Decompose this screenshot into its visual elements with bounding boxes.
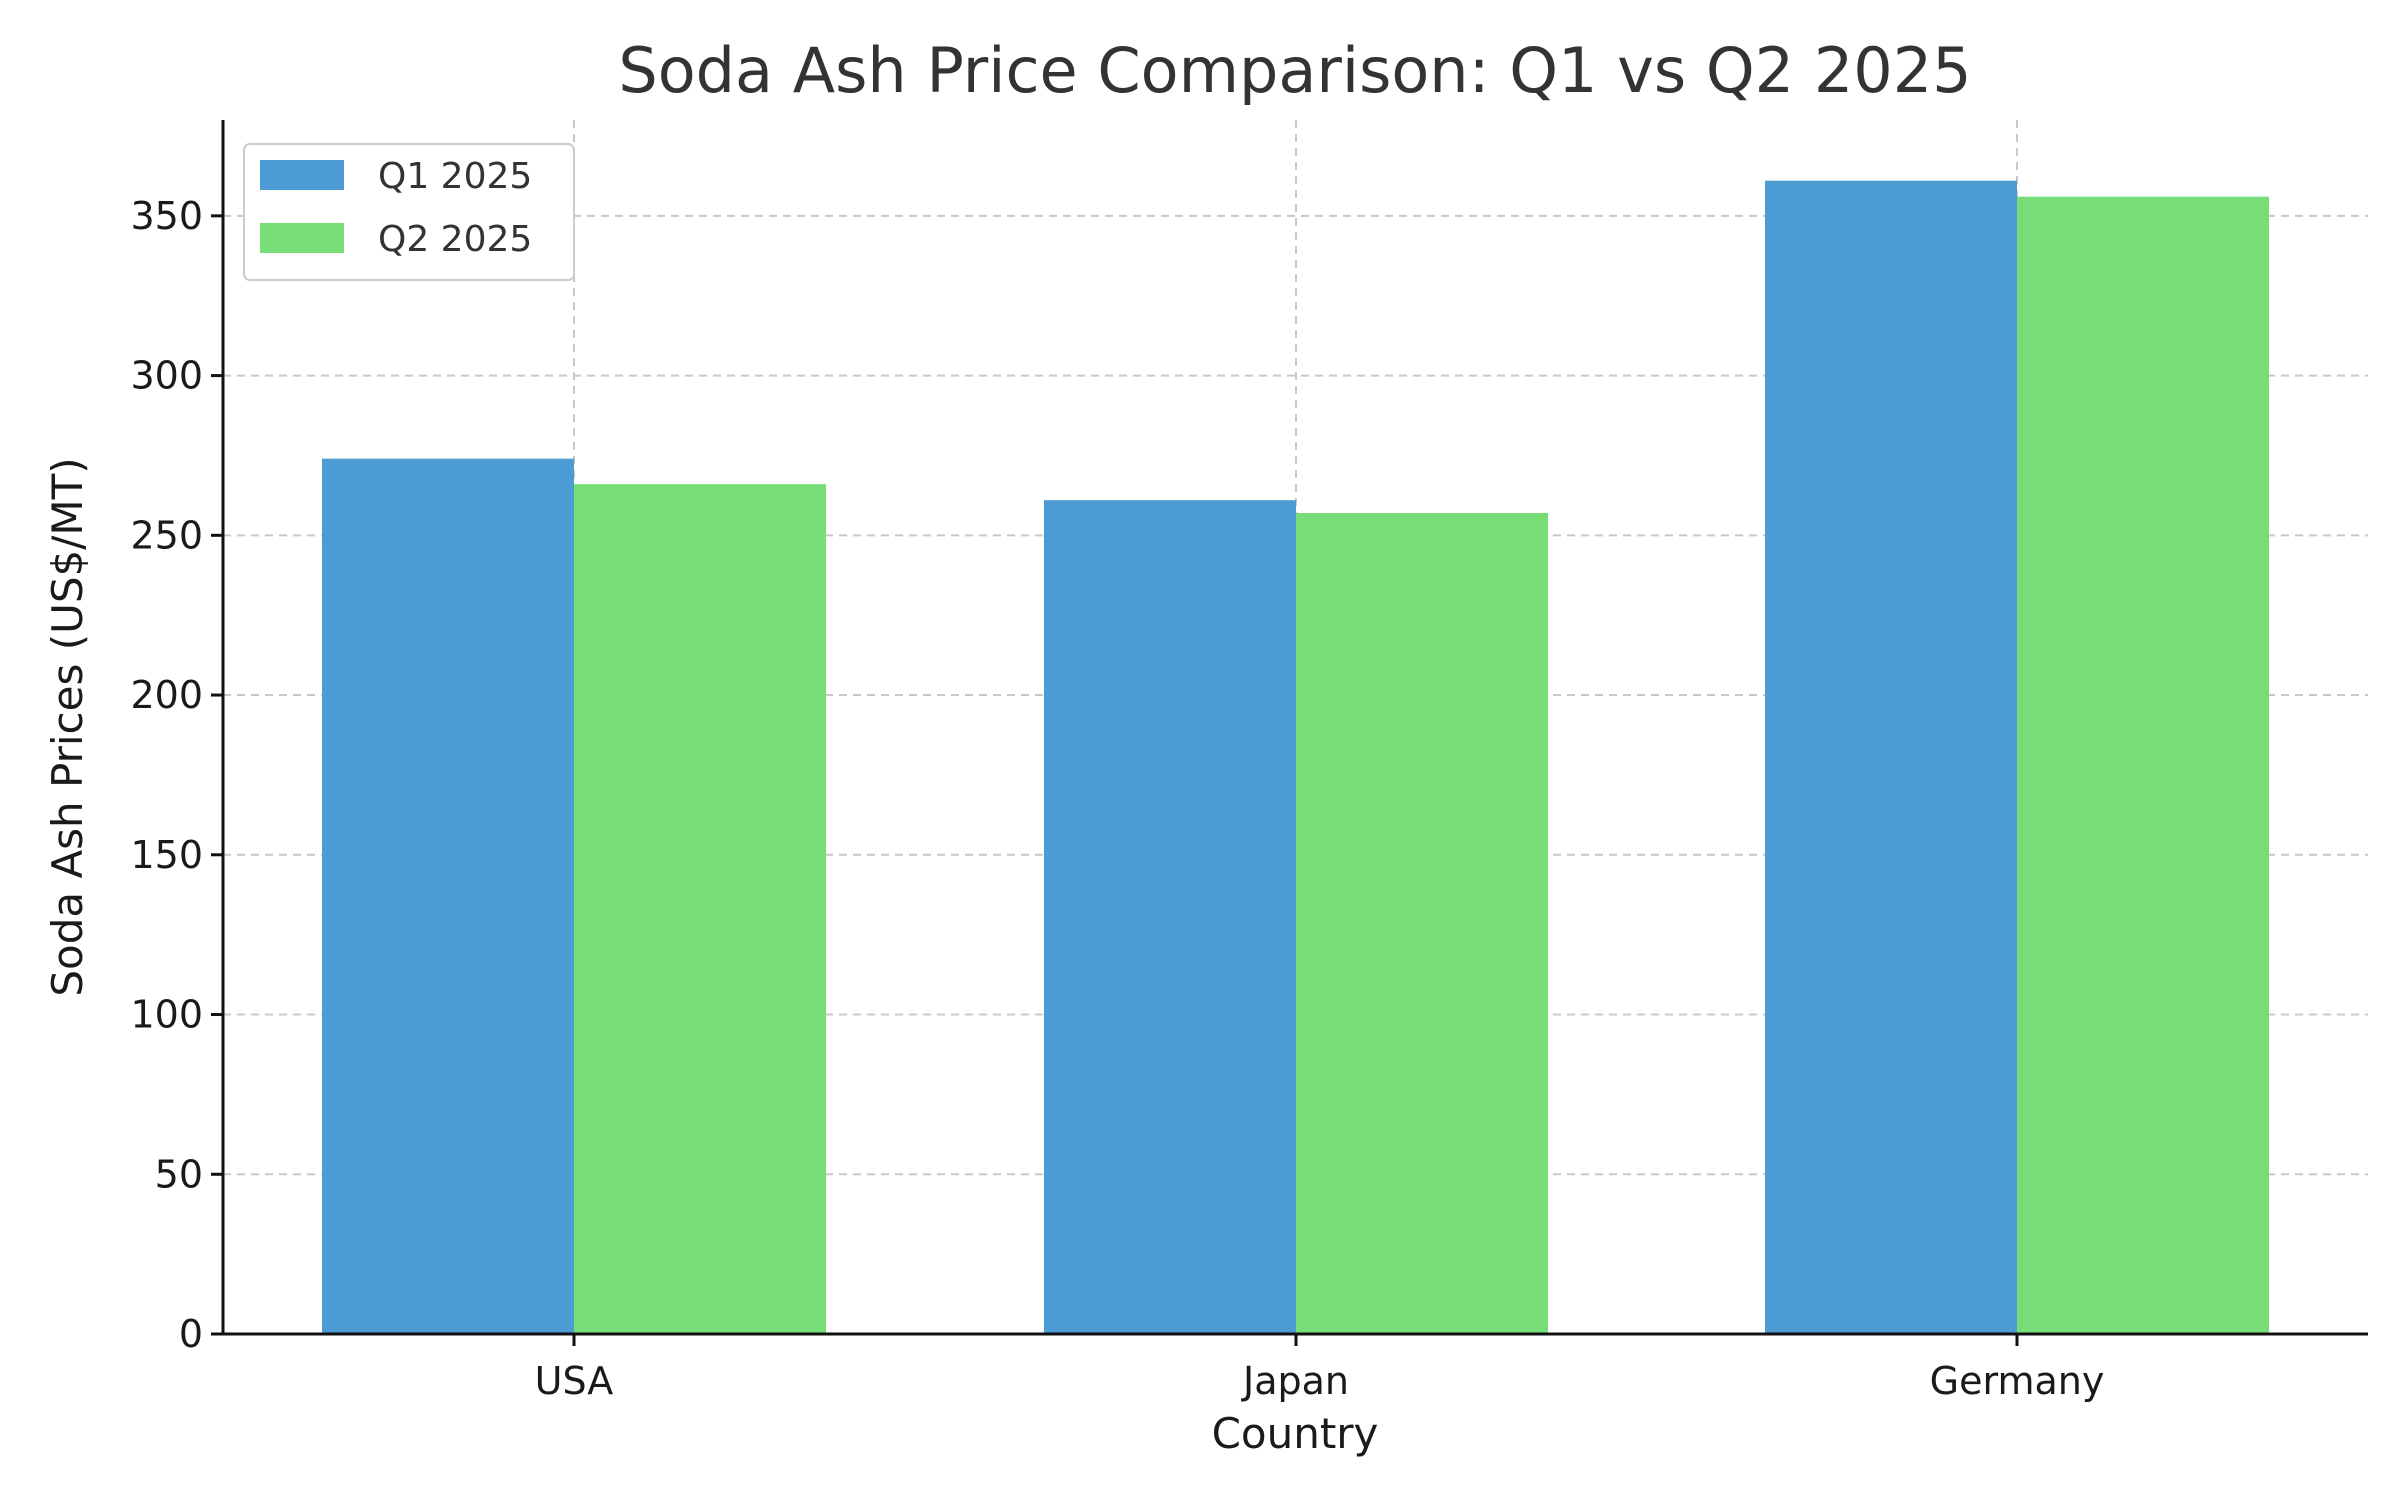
y-tick-label: 250 xyxy=(130,513,203,557)
y-tick-label: 350 xyxy=(130,194,203,238)
y-tick-label: 300 xyxy=(130,354,203,398)
legend-swatch xyxy=(260,160,344,190)
y-axis-label: Soda Ash Prices (US$/MT) xyxy=(43,457,92,996)
bar-q2-2025-usa xyxy=(574,484,826,1334)
x-tick-label: Japan xyxy=(1241,1359,1349,1403)
y-tick-label: 50 xyxy=(155,1152,203,1196)
chart-title: Soda Ash Price Comparison: Q1 vs Q2 2025 xyxy=(618,34,1971,107)
legend: Q1 2025 Q2 2025 xyxy=(243,143,575,281)
x-ticks: USA Japan Germany xyxy=(535,1334,2105,1403)
y-tick-label: 150 xyxy=(130,833,203,877)
bar-q2-2025-germany xyxy=(2017,196,2269,1334)
y-ticks: 0 50 100 150 200 250 300 350 xyxy=(130,194,223,1356)
x-tick-label: USA xyxy=(535,1359,614,1403)
bar-q1-2025-usa xyxy=(322,458,574,1335)
y-tick-label: 100 xyxy=(130,993,203,1037)
x-axis-label: Country xyxy=(1212,1409,1379,1458)
bar-q1-2025-japan xyxy=(1044,500,1296,1334)
x-tick-label: Germany xyxy=(1930,1359,2105,1403)
bars xyxy=(322,180,2269,1335)
y-tick-label: 0 xyxy=(179,1312,203,1356)
bar-q2-2025-japan xyxy=(1296,512,1548,1334)
legend-label: Q2 2025 xyxy=(378,219,532,260)
y-tick-label: 200 xyxy=(130,673,203,717)
bar-q1-2025-germany xyxy=(1765,180,2017,1335)
legend-label: Q1 2025 xyxy=(378,156,532,197)
legend-swatch xyxy=(260,223,344,253)
